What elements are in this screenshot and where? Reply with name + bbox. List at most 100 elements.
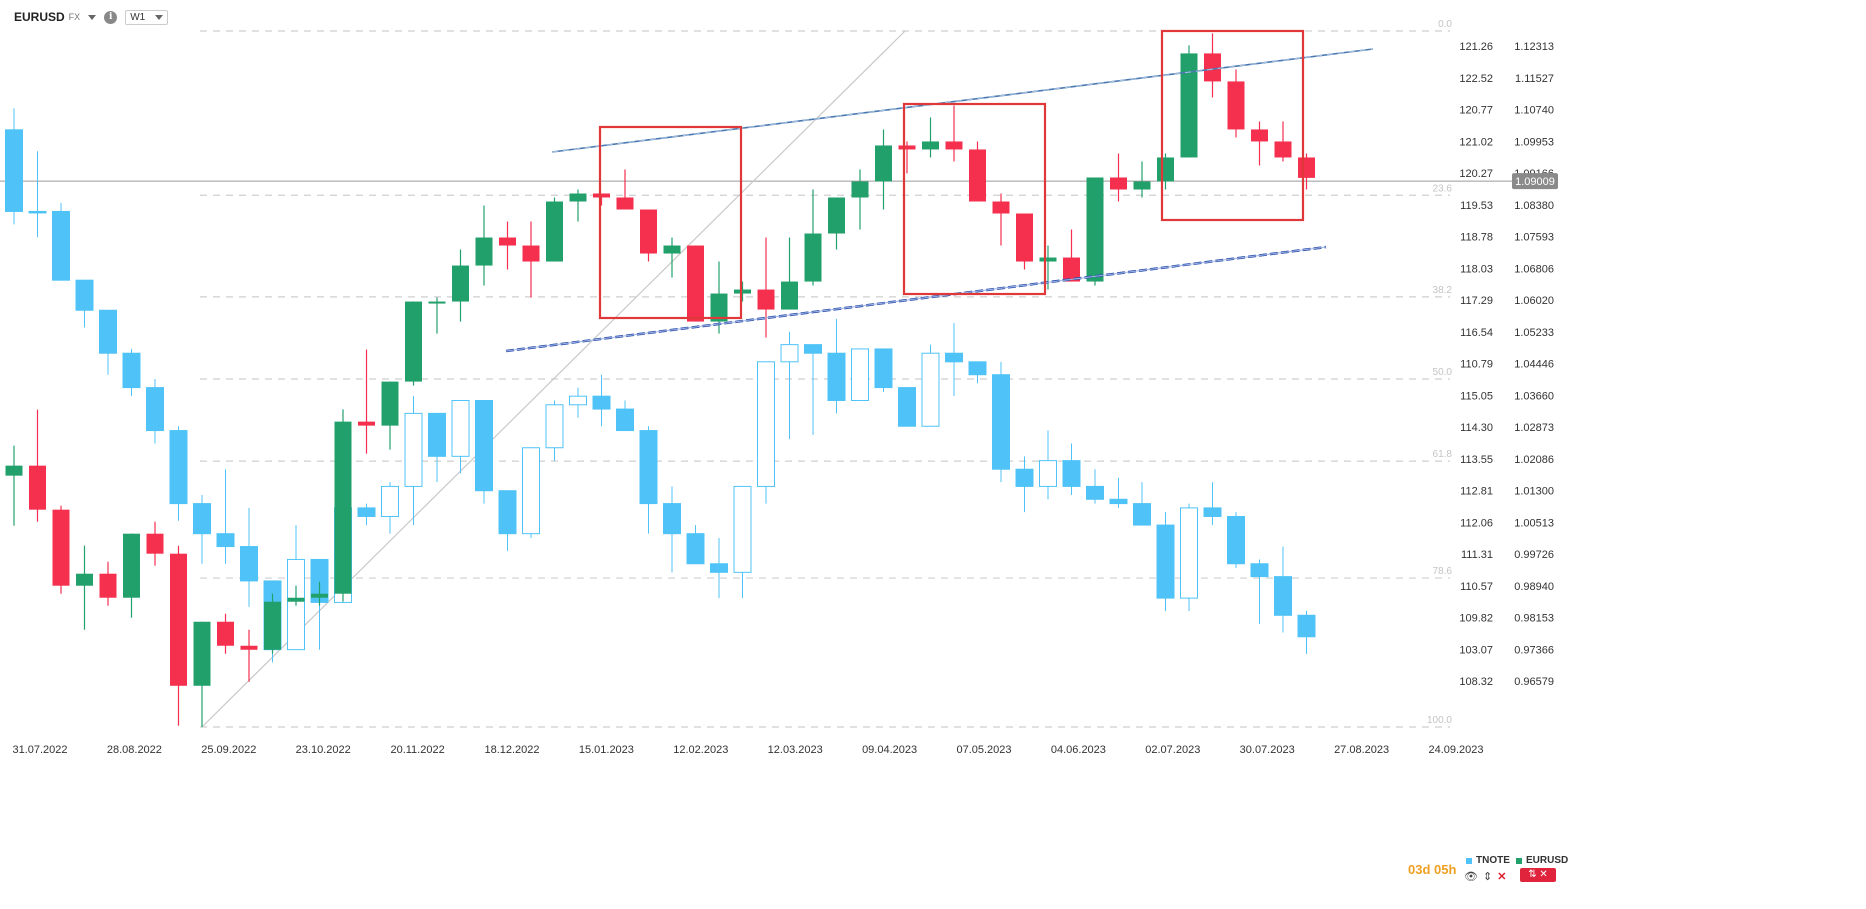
eurusd-candle	[264, 601, 281, 650]
tnote-candle	[498, 490, 517, 535]
highlight-box-3	[1160, 29, 1305, 222]
left-axis-label: 121.02	[1459, 136, 1493, 148]
eurusd-candle	[828, 197, 845, 234]
right-axis-label: 0.98940	[1514, 581, 1554, 593]
eurusd-candle	[710, 293, 728, 322]
lower-support-line-inner	[505, 246, 1327, 352]
fib-label-100.0: 100.0	[1427, 715, 1452, 726]
eurusd-candle	[1251, 129, 1268, 142]
tnote-candle	[780, 344, 799, 363]
timeframe-select[interactable]: W1	[125, 9, 169, 25]
timeframe-value: W1	[130, 11, 146, 23]
tnote-candle	[522, 447, 540, 535]
x-axis-label: 07.05.2023	[956, 744, 1011, 756]
eurusd-candle	[499, 237, 516, 246]
left-axis-label: 116.54	[1460, 327, 1493, 339]
tnote-candle	[1015, 468, 1034, 487]
x-axis-label: 04.06.2023	[1051, 744, 1106, 756]
series-settings-button[interactable]: ⇅ ✕	[1520, 868, 1556, 882]
left-axis-label: 122.52	[1459, 73, 1493, 85]
fibonacci-retracement[interactable]: 0.0 23.6 38.2 50.0 61.8 78.6 100.0	[200, 19, 1453, 728]
left-axis-label: 115.05	[1460, 390, 1493, 402]
tnote-candle	[404, 412, 423, 487]
tnote-candle	[52, 210, 70, 281]
left-axis-label: 110.79	[1460, 359, 1493, 371]
tnote-candle	[569, 395, 587, 406]
symbol-dropdown-icon[interactable]	[88, 14, 97, 20]
candle-countdown: 03d 05h	[1408, 862, 1457, 877]
eurusd-candle	[663, 245, 681, 254]
tnote-candle	[804, 344, 822, 354]
eurusd-candle	[76, 573, 93, 586]
tnote-candle	[686, 533, 705, 565]
eurusd-candle	[593, 193, 610, 198]
tnote-candle	[968, 361, 987, 376]
eurusd-candle	[287, 597, 305, 602]
tnote-candle	[1227, 515, 1245, 565]
left-axis-label: 108.32	[1459, 676, 1493, 688]
eurusd-candle	[1227, 81, 1245, 130]
tnote-candle	[1109, 498, 1128, 505]
eurusd-candle	[945, 141, 963, 150]
move-icon[interactable]: ⇕	[1482, 871, 1493, 883]
tnote-candle	[75, 279, 94, 311]
eurusd-candle	[52, 509, 70, 586]
eye-icon[interactable]: 👁	[1464, 871, 1478, 883]
eurusd-candle	[334, 421, 352, 594]
x-axis-label: 24.09.2023	[1428, 744, 1483, 756]
eurusd-candle	[358, 421, 375, 426]
x-axis-label: 09.04.2023	[862, 744, 917, 756]
right-axis-label: 0.99726	[1514, 549, 1554, 561]
tnote-candle	[146, 387, 164, 432]
eurusd-candle	[1039, 257, 1057, 262]
x-axis-label: 30.07.2023	[1240, 744, 1295, 756]
eurusd-candle	[452, 265, 469, 302]
tnote-candle	[475, 399, 493, 492]
eurusd-candle	[875, 145, 892, 182]
close-icon[interactable]: ✕	[1497, 871, 1507, 883]
left-axis-label: 109.82	[1459, 613, 1493, 625]
eurusd-candle	[217, 621, 234, 646]
tnote-candle	[1133, 503, 1151, 526]
eurusd-candle	[851, 181, 869, 198]
x-axis-label: 12.02.2023	[673, 744, 728, 756]
tnote-candle	[28, 210, 47, 214]
left-axis-label: 117.29	[1460, 295, 1493, 307]
eurusd-candle	[5, 465, 23, 476]
right-axis-label: 1.08380	[1514, 200, 1554, 212]
highlight-boxes[interactable]	[598, 29, 1305, 320]
legend-eurusd[interactable]: EURUSD	[1516, 855, 1568, 866]
eurusd-candle	[522, 245, 540, 262]
eurusd-candle	[992, 201, 1010, 214]
eurusd-series	[5, 33, 1315, 727]
tnote-candle	[1274, 576, 1292, 616]
info-icon[interactable]: i	[104, 10, 118, 24]
eurusd-candle	[1298, 157, 1315, 178]
symbol-name[interactable]: EURUSD	[14, 10, 65, 24]
highlight-box-2	[902, 102, 1047, 296]
right-axis-label: 1.03660	[1514, 390, 1554, 402]
left-axis-label: 112.81	[1460, 486, 1493, 498]
right-axis-label: 1.02086	[1514, 454, 1554, 466]
eurusd-candle	[546, 201, 563, 262]
right-axis-label: 1.12313	[1514, 41, 1554, 53]
legend-tnote[interactable]: TNOTE	[1466, 855, 1510, 866]
tnote-candle	[851, 348, 869, 401]
fib-label-61.8: 61.8	[1433, 449, 1453, 460]
tnote-candle	[1297, 614, 1316, 638]
fib-label-78.6: 78.6	[1433, 566, 1453, 577]
tnote-candle	[357, 507, 376, 517]
eurusd-candle	[1016, 213, 1033, 262]
trend-lines[interactable]	[505, 48, 1374, 353]
left-axis-label: 120.27	[1459, 168, 1493, 180]
tnote-candle	[663, 503, 681, 535]
eurusd-candle	[969, 149, 986, 202]
eurusd-candle	[1157, 157, 1174, 182]
left-axis-label: 111.31	[1461, 549, 1493, 561]
highlight-box-1	[598, 125, 743, 320]
tnote-candle	[240, 546, 258, 582]
right-axis-label: 1.09953	[1514, 136, 1554, 148]
tnote-series	[5, 108, 1316, 663]
tnote-candle	[99, 309, 117, 354]
